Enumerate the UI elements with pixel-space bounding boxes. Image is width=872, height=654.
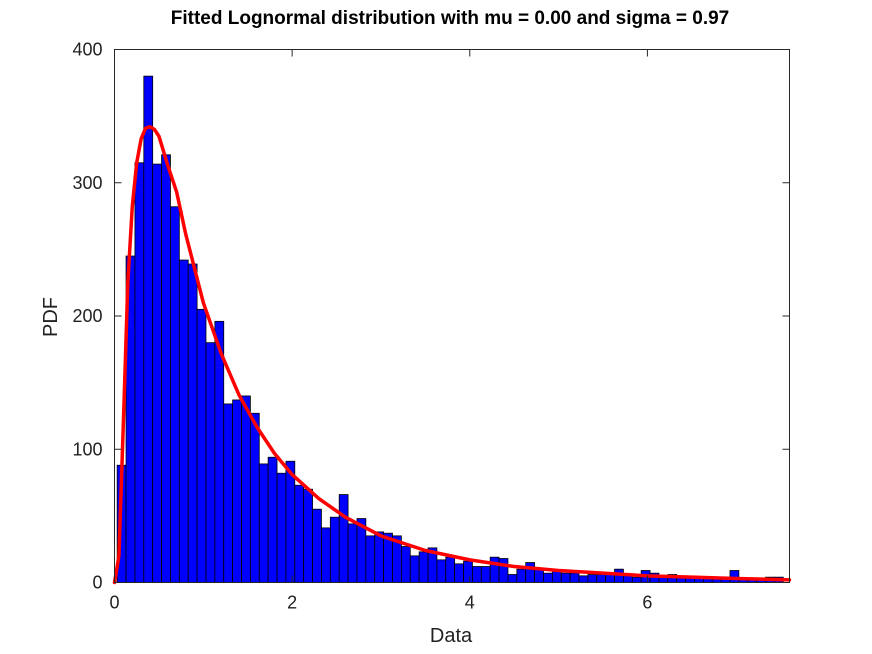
histogram-bar [489, 556, 500, 583]
histogram-bar [303, 488, 313, 583]
histogram-bar [605, 574, 615, 583]
histogram-bar [587, 574, 598, 583]
histogram-bar [258, 463, 269, 583]
histogram-bar [436, 559, 447, 583]
histogram-bar [507, 574, 518, 583]
histogram-bar [418, 551, 429, 583]
histogram-bar [178, 259, 189, 583]
histogram-bar [232, 399, 242, 583]
histogram-bar [569, 572, 580, 583]
histogram-bar [525, 562, 535, 583]
histogram-bar [276, 472, 287, 583]
histogram-bar [321, 527, 331, 583]
histogram-bar [249, 412, 260, 583]
x-tick-label: 4 [465, 593, 475, 613]
histogram-bar [170, 206, 180, 583]
histogram-bar [472, 566, 482, 583]
histogram-bar [534, 568, 544, 583]
x-axis-label: Data [430, 625, 473, 647]
histogram-bar [480, 566, 491, 583]
histogram-bar [196, 308, 207, 583]
y-tick-label: 400 [72, 40, 102, 60]
histogram-bar [374, 531, 385, 583]
histogram-bar [454, 563, 464, 583]
fit-curve-layer [112, 125, 792, 585]
histogram-bar [152, 163, 162, 583]
histogram-bar [543, 572, 553, 583]
histogram-bar [631, 576, 642, 583]
histogram-bar [498, 558, 509, 583]
histogram-bar [187, 263, 198, 583]
histogram-bar [223, 403, 234, 583]
y-axis-label: PDF [40, 297, 62, 337]
histogram-bar [347, 523, 358, 583]
y-tick-label: 100 [72, 439, 102, 459]
lognormal-fit-curve [112, 125, 792, 585]
histogram-bar [134, 162, 145, 583]
x-tick-label: 2 [287, 593, 297, 613]
histogram-bar [560, 572, 571, 583]
histogram-bar [143, 75, 154, 583]
histogram-bar [365, 535, 376, 583]
y-tick-label: 0 [92, 573, 102, 593]
histogram-bar [241, 395, 251, 583]
x-tick-label: 0 [109, 593, 119, 613]
histogram-bar [463, 560, 473, 583]
x-axis-ticks: 0 2 4 6 [109, 49, 652, 613]
histogram-bar [312, 508, 322, 583]
y-axis-ticks: 0 100 200 300 400 [72, 40, 790, 593]
histogram-bar [445, 556, 456, 583]
chart-title: Fitted Lognormal distribution with mu = … [171, 8, 729, 29]
x-tick-label: 6 [642, 593, 652, 613]
histogram-bar [596, 574, 607, 583]
histogram-bar [578, 575, 589, 583]
histogram-bar [516, 568, 527, 583]
histogram-bar [329, 516, 340, 583]
histogram-bar [338, 494, 349, 583]
y-tick-label: 300 [72, 173, 102, 193]
histogram-bar [267, 456, 278, 583]
histogram-bar [729, 570, 740, 583]
y-tick-label: 200 [72, 306, 102, 326]
histogram-bar [294, 484, 305, 583]
histogram-bar [400, 546, 411, 583]
histogram-bar [285, 460, 296, 583]
histogram-bar [409, 555, 420, 583]
histogram-bar [161, 154, 171, 583]
histogram-bar [205, 342, 216, 583]
